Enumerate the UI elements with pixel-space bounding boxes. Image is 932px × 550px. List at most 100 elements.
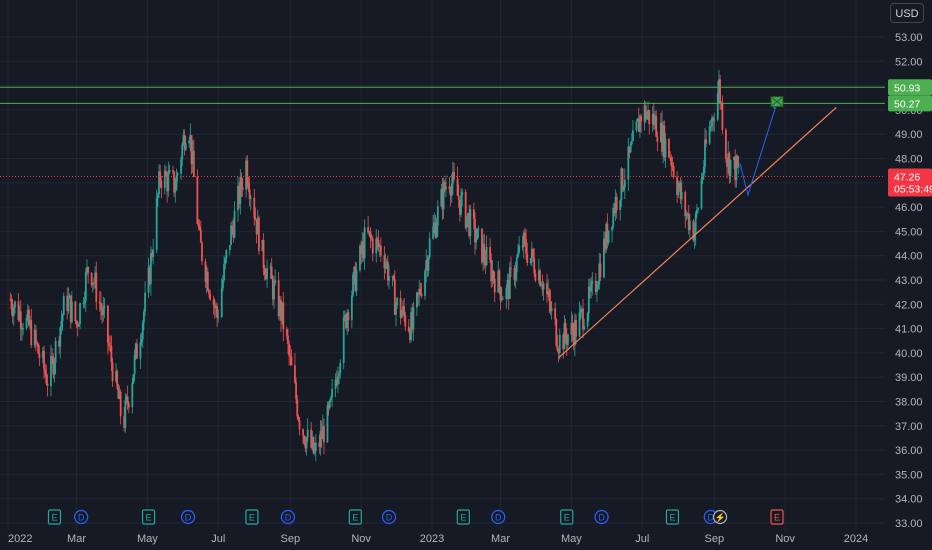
candle-body bbox=[655, 115, 658, 137]
price-tick-label: 46.00 bbox=[895, 202, 923, 214]
candle-body bbox=[198, 226, 201, 230]
candle-body bbox=[507, 280, 510, 299]
split-circle bbox=[712, 509, 728, 525]
candle-body bbox=[450, 183, 453, 196]
candle-body bbox=[582, 308, 584, 330]
candle-body bbox=[677, 187, 680, 195]
candle-body bbox=[245, 160, 248, 190]
candle-body bbox=[254, 217, 257, 220]
candle-body bbox=[481, 228, 483, 263]
candle-body bbox=[643, 105, 646, 122]
candle-body bbox=[217, 316, 220, 318]
candle-body bbox=[440, 189, 443, 207]
event-marker-label: E bbox=[669, 513, 675, 523]
candle-body bbox=[493, 278, 496, 293]
candle-body bbox=[615, 196, 618, 210]
candle-body bbox=[555, 319, 558, 346]
candle-body bbox=[567, 334, 569, 345]
earnings-marker-icon[interactable]: E bbox=[560, 509, 574, 525]
candle-body bbox=[101, 309, 103, 316]
earnings-marker-icon[interactable]: E bbox=[245, 509, 259, 525]
candle-body bbox=[716, 92, 719, 120]
candle-body bbox=[499, 286, 502, 301]
candle-body bbox=[33, 329, 36, 346]
resistance-lower-tag-bg bbox=[888, 95, 932, 112]
candle-body bbox=[548, 290, 551, 302]
earnings-marker-icon[interactable]: E bbox=[348, 509, 362, 525]
candle-body bbox=[632, 130, 634, 142]
candle-body bbox=[82, 302, 85, 304]
candle-body bbox=[262, 239, 265, 268]
earnings-box bbox=[770, 509, 784, 525]
earnings-marker-icon[interactable]: E bbox=[456, 509, 470, 525]
candle-body bbox=[428, 238, 431, 258]
candle-body bbox=[492, 270, 495, 279]
earnings-marker-icon[interactable]: E bbox=[47, 509, 62, 525]
candle-body bbox=[368, 231, 371, 233]
candle-body bbox=[29, 319, 31, 326]
candle-body bbox=[107, 305, 109, 343]
candle-body bbox=[700, 179, 703, 209]
candle-body bbox=[239, 177, 242, 205]
dividend-marker-icon[interactable]: D bbox=[491, 509, 506, 525]
candle-body bbox=[540, 284, 543, 286]
projection-arrow[interactable] bbox=[739, 102, 778, 197]
candle-body bbox=[172, 169, 174, 172]
candle-body bbox=[719, 79, 721, 104]
candle-body bbox=[384, 263, 387, 269]
candle-body bbox=[256, 217, 259, 235]
candle-body bbox=[415, 292, 418, 308]
event-markers[interactable]: E D E D E D E D E D E D E D ⚡ E bbox=[47, 509, 784, 525]
candle-body bbox=[346, 312, 349, 329]
candle-body bbox=[213, 304, 216, 308]
candle-body bbox=[383, 255, 386, 269]
candle-body bbox=[67, 297, 70, 311]
candle-body bbox=[425, 260, 428, 271]
dividend-circle bbox=[594, 509, 609, 525]
support-trendline[interactable] bbox=[558, 107, 837, 359]
candle-body bbox=[461, 191, 464, 196]
candle-body bbox=[578, 312, 581, 337]
time-tick-label: Mar bbox=[67, 533, 86, 545]
candle-body bbox=[587, 286, 590, 314]
candle-body bbox=[637, 118, 640, 132]
candle-body bbox=[692, 220, 695, 241]
earnings-marker-icon[interactable]: E bbox=[665, 509, 680, 525]
candle-body bbox=[253, 197, 256, 218]
candle-body bbox=[247, 182, 250, 190]
candle-body bbox=[392, 276, 395, 280]
candle-body bbox=[563, 323, 566, 350]
candle-body bbox=[532, 248, 534, 259]
candle-body bbox=[735, 156, 738, 181]
candle-body bbox=[240, 177, 243, 188]
time-tick-label: Nov bbox=[351, 533, 371, 545]
price-tick-label: 42.00 bbox=[895, 299, 923, 311]
dividend-marker-icon[interactable]: D bbox=[74, 509, 89, 525]
candle-body bbox=[417, 292, 419, 295]
candle-body bbox=[605, 223, 608, 250]
dividend-marker-icon[interactable]: D bbox=[180, 509, 196, 525]
candle-body bbox=[140, 339, 143, 343]
drawings[interactable] bbox=[0, 86, 885, 359]
candle-body bbox=[148, 267, 151, 285]
candle-body bbox=[402, 306, 404, 314]
price-tick-label: 53.00 bbox=[895, 32, 923, 44]
earnings-box bbox=[348, 509, 362, 525]
candle-body bbox=[319, 431, 322, 447]
event-marker-label: D bbox=[285, 513, 292, 523]
candle-body bbox=[686, 213, 689, 215]
candle-body bbox=[412, 307, 415, 330]
split-marker-icon[interactable]: ⚡ bbox=[712, 509, 728, 525]
candle-body bbox=[50, 355, 52, 386]
candle-body bbox=[688, 220, 691, 231]
dividend-marker-icon[interactable]: D bbox=[381, 509, 397, 525]
earnings-marker-icon[interactable]: E bbox=[770, 509, 784, 525]
time-axis[interactable]: 2022 Mar May Jul Sep Nov 2023 Mar May Jul Sep Nov 20… bbox=[8, 533, 868, 545]
dividend-marker-icon[interactable]: D bbox=[594, 509, 609, 525]
event-marker-label: D bbox=[708, 513, 715, 523]
earnings-marker-icon[interactable]: E bbox=[141, 509, 156, 525]
currency-button[interactable]: USD bbox=[890, 3, 924, 23]
dividend-marker-icon[interactable]: D bbox=[280, 509, 296, 525]
candle-body bbox=[160, 180, 163, 189]
